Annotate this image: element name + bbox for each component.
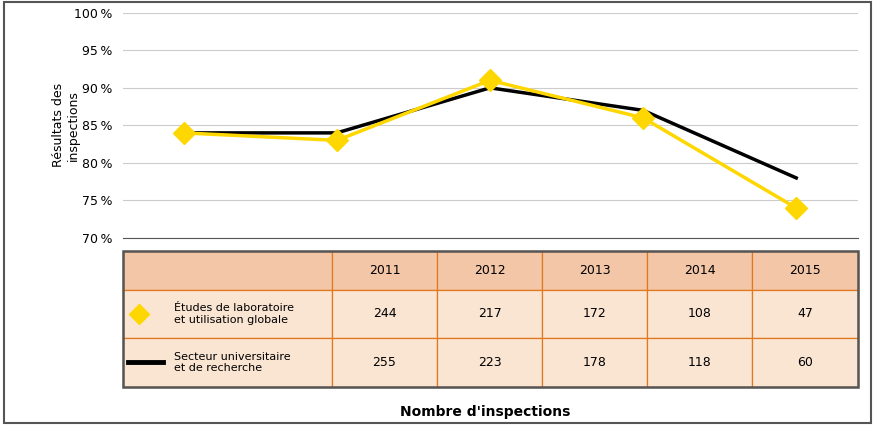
Text: 172: 172 <box>583 307 606 320</box>
FancyBboxPatch shape <box>332 289 438 338</box>
Text: 244: 244 <box>373 307 396 320</box>
Text: 178: 178 <box>583 356 606 369</box>
FancyBboxPatch shape <box>542 251 648 289</box>
Text: 2013: 2013 <box>579 264 611 277</box>
FancyBboxPatch shape <box>648 289 752 338</box>
FancyBboxPatch shape <box>123 338 332 387</box>
Text: 60: 60 <box>797 356 813 369</box>
FancyBboxPatch shape <box>542 289 648 338</box>
FancyBboxPatch shape <box>438 338 542 387</box>
Text: 2011: 2011 <box>368 264 401 277</box>
FancyBboxPatch shape <box>752 338 858 387</box>
Text: 2014: 2014 <box>684 264 716 277</box>
Text: 108: 108 <box>688 307 711 320</box>
FancyBboxPatch shape <box>123 251 332 289</box>
FancyBboxPatch shape <box>648 338 752 387</box>
FancyBboxPatch shape <box>648 251 752 289</box>
Text: 217: 217 <box>478 307 501 320</box>
FancyBboxPatch shape <box>438 251 542 289</box>
Text: 2015: 2015 <box>789 264 821 277</box>
Text: 47: 47 <box>797 307 813 320</box>
Text: Secteur universitaire
et de recherche: Secteur universitaire et de recherche <box>174 351 290 373</box>
FancyBboxPatch shape <box>752 289 858 338</box>
FancyBboxPatch shape <box>438 289 542 338</box>
Text: Études de laboratoire
et utilisation globale: Études de laboratoire et utilisation glo… <box>174 303 294 325</box>
Text: 223: 223 <box>478 356 501 369</box>
FancyBboxPatch shape <box>542 338 648 387</box>
FancyBboxPatch shape <box>123 289 332 338</box>
Text: 255: 255 <box>373 356 396 369</box>
Text: 118: 118 <box>688 356 711 369</box>
Text: 2012: 2012 <box>474 264 506 277</box>
Text: Nombre d'inspections: Nombre d'inspections <box>401 405 570 419</box>
FancyBboxPatch shape <box>752 251 858 289</box>
FancyBboxPatch shape <box>332 338 438 387</box>
Y-axis label: Résultats des
inspections: Résultats des inspections <box>52 83 80 167</box>
FancyBboxPatch shape <box>332 251 438 289</box>
